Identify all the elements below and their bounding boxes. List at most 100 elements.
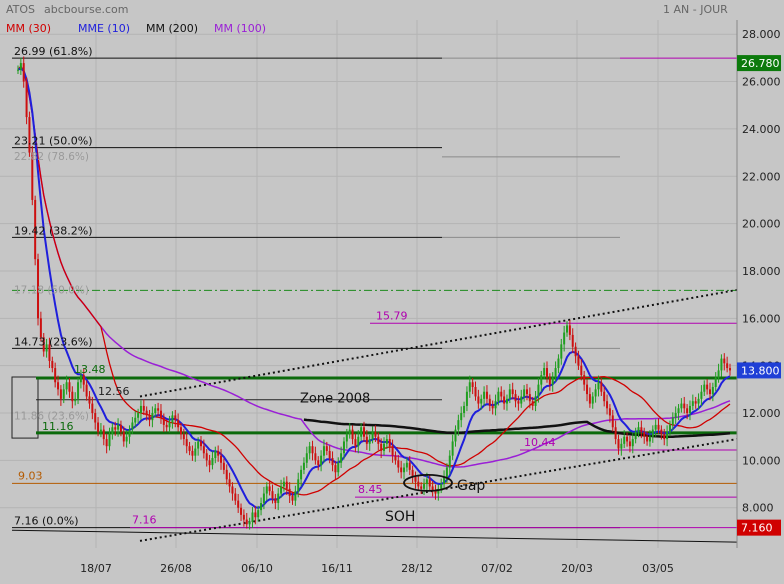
y-tick-label: 12.000 <box>742 407 781 420</box>
legend-item: MM (100) <box>214 22 266 35</box>
candle-body <box>248 521 251 525</box>
candle-body <box>205 453 208 461</box>
candle-body <box>194 448 197 456</box>
candle-body <box>317 460 320 466</box>
candle-body <box>603 391 606 402</box>
candle-body <box>365 436 368 444</box>
candle-body <box>222 462 225 470</box>
candle-body <box>534 396 537 406</box>
candle-body <box>440 484 443 489</box>
y-tick-label: 20.000 <box>742 218 781 231</box>
candle-body <box>683 403 686 409</box>
faded-level-label: 22.82 (78.6%) <box>14 151 89 163</box>
candle-body <box>111 427 114 435</box>
candle-body <box>531 401 534 406</box>
faded-level-label: 17.18 (50.0%) <box>14 284 89 296</box>
candle-body <box>400 467 403 473</box>
candle-body <box>511 389 514 395</box>
candle-body <box>465 391 468 406</box>
candle-body <box>357 436 360 447</box>
ema-10-line <box>17 67 731 509</box>
candle-body <box>663 434 666 440</box>
candle-body <box>443 476 446 485</box>
price-badge-label: 26.780 <box>741 57 780 70</box>
candle-body <box>362 427 365 437</box>
candle-body <box>717 370 720 378</box>
price-level-label: 7.16 <box>132 514 157 527</box>
candle-body <box>708 389 711 395</box>
candle-body <box>528 394 531 402</box>
candle-body <box>606 401 609 409</box>
candle-body <box>666 431 669 440</box>
candle-body <box>477 396 480 404</box>
candle-body <box>59 389 62 399</box>
candle-body <box>182 434 185 440</box>
candle-body <box>488 398 491 406</box>
candle-body <box>503 396 506 404</box>
candle-body <box>557 358 560 369</box>
candle-body <box>179 427 182 435</box>
candle-body <box>165 424 168 428</box>
candle-body <box>360 427 363 437</box>
candle-body <box>445 467 448 477</box>
candle-body <box>688 405 691 414</box>
candle-body <box>597 382 600 390</box>
candle-body <box>280 486 283 494</box>
candle-body <box>431 486 434 492</box>
candle-body <box>19 63 22 70</box>
candle-body <box>174 415 177 421</box>
candle-body <box>537 384 540 397</box>
candle-body <box>563 332 566 345</box>
candle-body <box>471 382 474 387</box>
candle-body <box>571 334 574 347</box>
candle-body <box>566 325 569 333</box>
candle-body <box>643 431 646 437</box>
fib-level-label: 14.73 (23.6%) <box>14 335 93 348</box>
candle-body <box>191 450 194 456</box>
annotation-text: Zone 2008 <box>300 391 370 406</box>
candle-body <box>674 413 677 418</box>
candle-body <box>285 481 288 489</box>
candle-body <box>680 403 683 409</box>
candle-body <box>137 413 140 418</box>
candle-body <box>651 429 654 437</box>
candle-body <box>28 117 31 153</box>
candle-body <box>308 446 311 454</box>
price-badge-label: 7.160 <box>741 522 773 535</box>
legend-item: MME (10) <box>78 22 130 35</box>
candle-body <box>177 420 180 428</box>
candle-body <box>34 199 37 260</box>
candle-body <box>39 318 42 338</box>
candle-body <box>448 455 451 468</box>
candle-body <box>403 467 406 473</box>
candle-body <box>214 450 217 459</box>
candle-body <box>391 446 394 456</box>
candle-body <box>654 424 657 430</box>
candle-body <box>460 413 463 421</box>
y-tick-label: 22.000 <box>742 170 781 183</box>
candle-body <box>483 391 486 399</box>
fib-level-label: 19.42 (38.2%) <box>14 224 93 237</box>
candle-body <box>514 394 517 402</box>
candle-body <box>463 405 466 414</box>
candle-body <box>197 441 200 449</box>
candle-body <box>517 401 520 404</box>
candle-body <box>388 439 391 447</box>
candle-body <box>325 446 328 451</box>
candle-body <box>245 519 248 525</box>
candle-body <box>548 377 551 385</box>
candle-body <box>634 431 637 440</box>
x-tick-label: 20/03 <box>561 562 593 575</box>
candle-body <box>134 417 137 423</box>
candle-body <box>108 434 111 447</box>
candle-body <box>328 450 331 459</box>
candle-body <box>397 460 400 468</box>
price-level-label: 15.79 <box>376 309 408 322</box>
candle-body <box>54 368 57 383</box>
candle-body <box>79 375 82 383</box>
y-tick-label: 24.000 <box>742 123 781 136</box>
legend-item: MM (200) <box>146 22 198 35</box>
candle-body <box>16 69 20 71</box>
candle-body <box>620 443 623 449</box>
candle-body <box>202 446 205 454</box>
